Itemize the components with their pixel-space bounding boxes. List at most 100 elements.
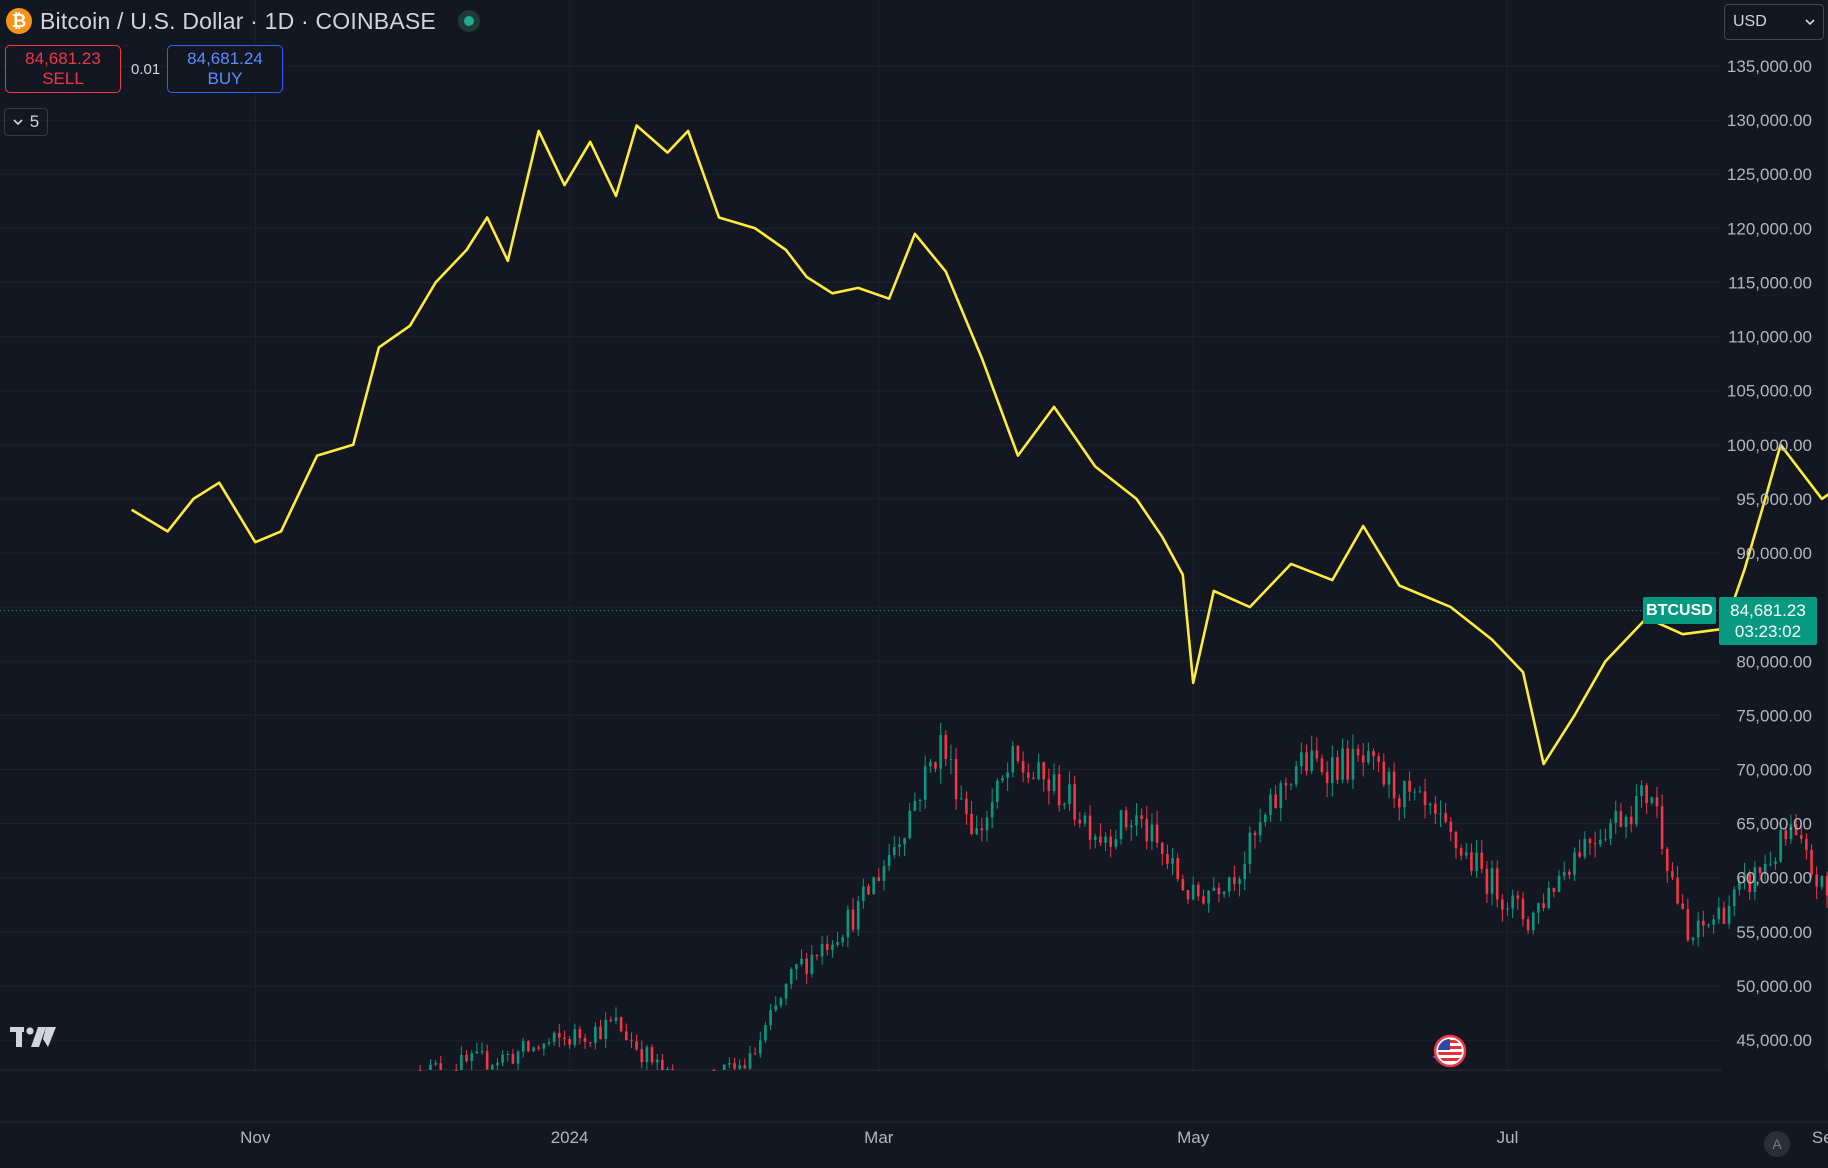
candle-body: [1258, 822, 1262, 836]
candle-body: [1006, 772, 1009, 778]
economic-events-flag-icon[interactable]: ✦: [1430, 1034, 1472, 1068]
candle-body: [975, 828, 979, 835]
y-tick-label: 50,000.00: [1736, 977, 1812, 996]
x-tick-label: May: [1177, 1128, 1210, 1147]
candle-body: [485, 1051, 489, 1070]
candle-body: [1227, 877, 1231, 892]
time-axis: Nov2024MarMayJulSepNov2025MarMayJul: [240, 1128, 1828, 1147]
candle-body: [1088, 815, 1092, 840]
candle-body: [1614, 811, 1618, 823]
candle-body: [557, 1032, 561, 1038]
candle-body: [1753, 867, 1757, 893]
candle-body: [1449, 821, 1453, 832]
candle-body: [1274, 794, 1277, 808]
candle-body: [1181, 879, 1185, 891]
candle-body: [1140, 815, 1143, 819]
candle-body: [1516, 895, 1520, 899]
candle-body: [1253, 832, 1257, 836]
last-price: 84,681.23: [1730, 601, 1806, 620]
candle-body: [429, 1064, 432, 1070]
candle-body: [537, 1047, 540, 1049]
candle-body: [542, 1043, 546, 1049]
candle-body: [1748, 873, 1752, 893]
candle-body: [856, 900, 860, 930]
candle-body: [1712, 919, 1715, 925]
y-tick-label: 110,000.00: [1728, 328, 1812, 347]
price-axis: 135,000.00 130,000.00 125,000.00 120,000.00…: [1727, 57, 1812, 1050]
currency-select[interactable]: USD: [1724, 4, 1824, 40]
candle-body: [573, 1029, 577, 1045]
candle-body: [1547, 887, 1551, 909]
indicators-toggle[interactable]: 5: [4, 108, 48, 136]
candle-body: [934, 762, 937, 769]
candle-body: [1207, 890, 1210, 904]
candle-body: [594, 1026, 597, 1043]
candle-body: [465, 1054, 468, 1061]
candle-body: [1119, 810, 1123, 840]
candle-body: [661, 1059, 664, 1070]
candle-body: [1480, 852, 1484, 869]
candle-body: [959, 798, 963, 800]
candle-body: [516, 1051, 520, 1064]
x-tick-label: Jul: [1497, 1128, 1519, 1147]
candle-body: [1026, 772, 1030, 778]
candle-body: [779, 998, 783, 1006]
candle-body: [1300, 752, 1303, 767]
candle-body: [831, 944, 834, 950]
candle-body: [1660, 806, 1664, 850]
candle-body: [568, 1039, 571, 1045]
candle-body: [1377, 756, 1380, 762]
y-tick-label: 100,000.00: [1727, 436, 1812, 455]
candle-body: [722, 1064, 726, 1070]
candle-body: [918, 799, 922, 802]
candle-body: [898, 844, 901, 848]
candle-body: [1382, 761, 1386, 785]
candle-body: [1769, 863, 1772, 865]
y-tick-label: 115,000.00: [1728, 273, 1812, 292]
candle-body: [1604, 838, 1607, 840]
candle-body: [666, 1068, 669, 1070]
chart-grid: [0, 0, 1828, 1123]
candle-body: [892, 847, 896, 855]
sell-button[interactable]: 84,681.23 SELL: [5, 45, 121, 93]
candle-body: [1372, 751, 1375, 757]
candle-body: [1825, 876, 1828, 896]
candle-body: [1032, 777, 1035, 779]
auto-scale-button[interactable]: A: [1764, 1131, 1790, 1157]
candle-body: [1799, 835, 1803, 839]
candle-body: [1068, 784, 1071, 804]
candle-body: [1104, 836, 1107, 843]
candle-body: [1619, 811, 1623, 827]
candle-body: [1109, 836, 1113, 847]
candle-body: [764, 1025, 767, 1041]
candle-body: [1537, 903, 1540, 913]
buy-button[interactable]: 84,681.24 BUY: [167, 45, 283, 93]
candle-body: [1531, 912, 1535, 931]
candle-body: [1212, 887, 1216, 891]
candle-body: [1160, 842, 1164, 855]
candle-body: [496, 1062, 499, 1066]
candle-body: [1789, 824, 1793, 840]
candle-body: [630, 1040, 633, 1042]
candle-body: [1155, 824, 1159, 843]
candle-body: [619, 1017, 623, 1032]
candle-body: [800, 958, 803, 965]
candle-body: [1037, 762, 1040, 779]
candle-body: [1774, 861, 1777, 864]
candle-body: [805, 958, 808, 974]
candle-body: [547, 1041, 551, 1044]
candle-body: [1444, 813, 1447, 822]
candle-body: [1336, 757, 1339, 780]
candle-body: [1150, 824, 1154, 842]
symbol-title[interactable]: Bitcoin / U.S. Dollar · 1D · COINBASE: [40, 7, 436, 34]
tradingview-logo-icon[interactable]: [10, 1025, 56, 1049]
candle-body: [820, 943, 824, 957]
candle-body: [418, 1070, 422, 1071]
candle-body: [1578, 852, 1581, 857]
candle-body: [532, 1047, 535, 1052]
market-open-icon[interactable]: [457, 10, 480, 32]
candle-body: [1269, 794, 1272, 815]
candle-body: [923, 766, 927, 800]
candle-body: [1166, 854, 1169, 864]
